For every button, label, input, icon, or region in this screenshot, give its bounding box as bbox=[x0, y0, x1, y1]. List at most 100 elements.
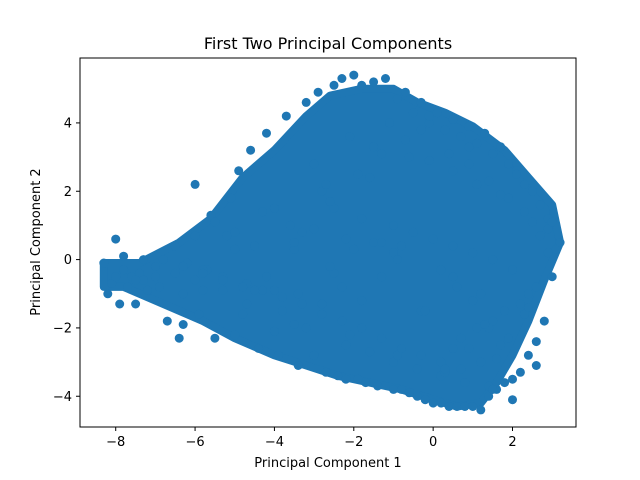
scatter-point bbox=[289, 320, 299, 329]
scatter-point bbox=[349, 244, 359, 254]
scatter-point bbox=[500, 378, 510, 388]
scatter-point bbox=[396, 241, 406, 251]
scatter-point bbox=[396, 384, 406, 394]
scatter-density-body bbox=[99, 84, 565, 411]
scatter-point bbox=[551, 244, 561, 254]
scatter-point bbox=[389, 384, 398, 394]
scatter-point bbox=[293, 289, 303, 299]
scatter-point bbox=[190, 275, 200, 285]
ticks-layer: −8 −6 −4 −2 0 2 −4 −2 0 2 4 bbox=[53, 116, 517, 450]
scatter-point bbox=[504, 333, 513, 343]
scatter-point bbox=[412, 364, 422, 374]
scatter-point bbox=[309, 224, 319, 234]
scatter-point bbox=[436, 357, 446, 367]
scatter-point bbox=[206, 210, 216, 220]
scatter-point bbox=[496, 142, 506, 152]
scatter-point bbox=[535, 231, 545, 241]
scatter-point bbox=[527, 186, 537, 196]
scatter-point bbox=[341, 340, 351, 350]
scatter-point bbox=[389, 248, 398, 258]
scatter-point bbox=[420, 306, 430, 316]
scatter-point bbox=[321, 179, 331, 189]
scatter-point bbox=[389, 220, 398, 230]
scatter-point bbox=[428, 398, 438, 408]
scatter-point bbox=[238, 309, 248, 319]
scatter-point bbox=[254, 343, 264, 353]
scatter-point bbox=[444, 149, 454, 159]
scatter-point bbox=[313, 87, 323, 97]
scatter-point bbox=[178, 261, 188, 271]
scatter-point bbox=[472, 179, 482, 189]
scatter-point bbox=[488, 384, 498, 394]
scatter-point bbox=[377, 238, 387, 247]
scatter-point bbox=[456, 364, 466, 374]
scatter-point bbox=[464, 121, 474, 131]
scatter-point bbox=[365, 173, 375, 183]
scatter-point bbox=[329, 80, 339, 90]
scatter-point bbox=[452, 282, 462, 292]
scatter-point bbox=[234, 166, 244, 176]
scatter-point bbox=[468, 402, 478, 411]
scatter-point bbox=[154, 282, 164, 292]
scatter-point bbox=[194, 309, 204, 319]
scatter-point bbox=[460, 402, 470, 411]
scatter-point bbox=[150, 261, 160, 271]
scatter-point bbox=[230, 244, 240, 254]
scatter-point bbox=[190, 231, 200, 241]
scatter-point bbox=[381, 74, 390, 83]
scatter-point bbox=[468, 296, 478, 306]
scatter-point bbox=[369, 142, 379, 152]
scatter-point bbox=[496, 190, 506, 200]
x-tick-label: −4 bbox=[265, 435, 284, 450]
scatter-point bbox=[531, 361, 541, 370]
scatter-point bbox=[277, 306, 287, 316]
scatter-point bbox=[269, 326, 279, 336]
scatter-point bbox=[329, 268, 339, 278]
scatter-point bbox=[297, 227, 307, 237]
scatter-point bbox=[218, 285, 228, 295]
chart-title: First Two Principal Components bbox=[204, 34, 452, 53]
scatter-point bbox=[341, 374, 351, 384]
scatter-point bbox=[464, 343, 474, 353]
scatter-point bbox=[162, 316, 172, 326]
scatter-point bbox=[337, 282, 347, 292]
scatter-point bbox=[424, 111, 434, 121]
scatter-point bbox=[484, 176, 494, 186]
scatter-point bbox=[448, 115, 458, 124]
scatter-point bbox=[337, 74, 347, 83]
scatter-point bbox=[135, 268, 144, 278]
scatter-point bbox=[448, 272, 458, 282]
scatter-point bbox=[392, 255, 402, 265]
scatter-point bbox=[258, 207, 267, 217]
scatter-point bbox=[547, 272, 557, 282]
y-tick-label: 2 bbox=[64, 185, 72, 200]
scatter-point bbox=[357, 296, 367, 306]
scatter-point bbox=[269, 203, 279, 213]
scatter-point bbox=[472, 138, 482, 148]
scatter-point bbox=[341, 234, 351, 244]
scatter-point bbox=[337, 316, 347, 326]
scatter-point bbox=[488, 149, 498, 159]
scatter-point bbox=[210, 217, 220, 227]
scatter-point bbox=[377, 333, 387, 343]
scatter-point bbox=[353, 169, 363, 179]
scatter-point bbox=[412, 391, 422, 401]
scatter-point bbox=[230, 330, 240, 340]
scatter-point bbox=[210, 333, 220, 343]
scatter-point bbox=[198, 268, 208, 278]
scatter-point bbox=[365, 347, 375, 357]
scatter-point bbox=[444, 402, 454, 411]
scatter-point bbox=[508, 395, 517, 405]
scatter-point bbox=[139, 255, 148, 265]
scatter-point bbox=[230, 227, 240, 237]
points-layer bbox=[99, 70, 565, 415]
scatter-point bbox=[404, 152, 414, 162]
scatter-point bbox=[468, 248, 478, 258]
scatter-point bbox=[325, 261, 335, 271]
scatter-point bbox=[250, 285, 260, 295]
scatter-point bbox=[178, 320, 188, 329]
scatter-point bbox=[535, 200, 545, 210]
scatter-point bbox=[436, 265, 446, 275]
scatter-point bbox=[424, 156, 434, 165]
scatter-point bbox=[523, 302, 533, 312]
